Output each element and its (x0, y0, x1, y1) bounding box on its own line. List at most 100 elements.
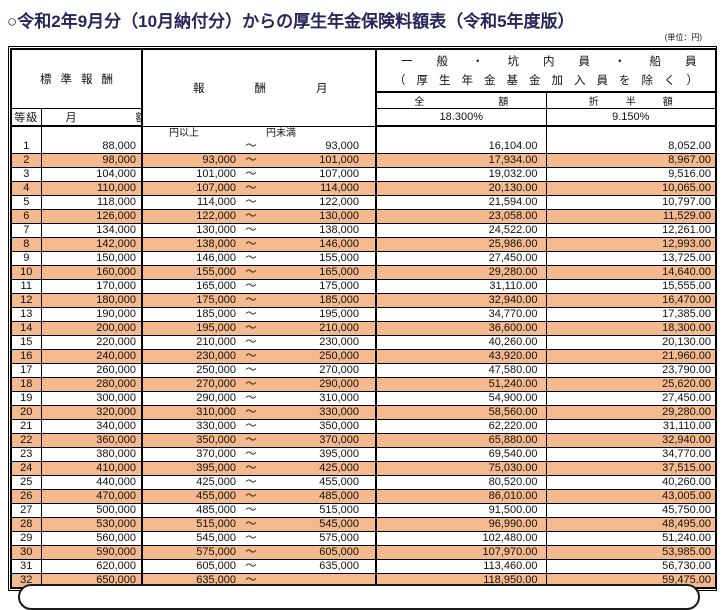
table-row: 14 200,000 195,000 ～ 210,000 36,600.00 18,300.… (10, 321, 717, 336)
grade-cell: 31 (10, 559, 42, 574)
grade-cell: 24 (10, 461, 42, 476)
full-amount-cell: 65,880.00 (375, 433, 547, 448)
upper-bound-cell: 370,000 (263, 433, 378, 448)
grade-cell: 20 (10, 405, 42, 420)
monthly-cell: 340,000 (40, 419, 143, 434)
half-amount-cell: 8,052.00 (545, 139, 717, 154)
monthly-cell: 560,000 (40, 531, 143, 546)
page-title: ○令和2年9月分（10月納付分）からの厚生年金保険料額表（令和5年度版） (7, 12, 575, 31)
monthly-cell: 620,000 (40, 559, 143, 574)
empty-cell (40, 125, 143, 140)
tilde-cell: ～ (239, 503, 263, 518)
half-amount-cell: 32,940.00 (545, 433, 717, 448)
lower-bound-cell: 575,000 (141, 545, 239, 560)
lower-bound-cell: 155,000 (141, 265, 239, 280)
full-amount-cell: 32,940.00 (375, 293, 547, 308)
upper-bound-cell: 635,000 (263, 559, 378, 574)
upper-bound-cell: 290,000 (263, 377, 378, 392)
half-amount-cell: 31,110.00 (545, 419, 717, 434)
lower-bound-cell: 330,000 (141, 419, 239, 434)
header-monthly-amount: 月 額 (40, 108, 143, 127)
table-row: 25 440,000 425,000 ～ 455,000 80,520.00 40,260.… (10, 475, 717, 490)
half-amount-cell: 27,450.00 (545, 391, 717, 406)
grade-cell: 1 (10, 139, 42, 154)
tilde-cell: ～ (239, 419, 263, 434)
grade-cell: 16 (10, 349, 42, 364)
full-amount-cell: 20,130.00 (375, 181, 547, 196)
tilde-cell: ～ (239, 517, 263, 532)
table-row: 24 410,000 395,000 ～ 425,000 75,030.00 37,515.… (10, 461, 717, 476)
monthly-cell: 220,000 (40, 335, 143, 350)
grade-cell: 26 (10, 489, 42, 504)
monthly-cell: 98,000 (40, 153, 143, 168)
grade-cell: 8 (10, 237, 42, 252)
upper-bound-cell: 195,000 (263, 307, 378, 322)
half-amount-cell: 20,130.00 (545, 335, 717, 350)
grade-cell: 12 (10, 293, 42, 308)
grade-cell: 14 (10, 321, 42, 336)
full-amount-cell: 107,970.00 (375, 545, 547, 560)
empty-cell (239, 125, 263, 140)
monthly-cell: 170,000 (40, 279, 143, 294)
lower-bound-cell: 310,000 (141, 405, 239, 420)
full-amount-cell: 86,010.00 (375, 489, 547, 504)
monthly-cell: 380,000 (40, 447, 143, 462)
grade-cell: 15 (10, 335, 42, 350)
half-amount-cell: 14,640.00 (545, 265, 717, 280)
monthly-cell: 500,000 (40, 503, 143, 518)
empty-cell (375, 125, 547, 140)
table-row: 11 170,000 165,000 ～ 175,000 31,110.00 15,555.… (10, 279, 717, 294)
grade-cell: 11 (10, 279, 42, 294)
upper-bound-cell: 114,000 (263, 181, 378, 196)
full-amount-cell: 36,600.00 (375, 321, 547, 336)
half-amount-cell: 40,260.00 (545, 475, 717, 490)
lower-bound-cell: 114,000 (141, 195, 239, 210)
table-row: 17 260,000 250,000 ～ 270,000 47,580.00 23,790.… (10, 363, 717, 378)
half-amount-cell: 45,750.00 (545, 503, 717, 518)
lower-bound-cell: 122,000 (141, 209, 239, 224)
lower-bound-cell: 146,000 (141, 251, 239, 266)
header-grade: 等級 (10, 108, 42, 127)
unit-label: (単位：円) (664, 33, 702, 42)
grade-cell: 23 (10, 447, 42, 462)
half-amount-cell: 48,495.00 (545, 517, 717, 532)
full-amount-cell: 91,500.00 (375, 503, 547, 518)
half-amount-cell: 8,967.00 (545, 153, 717, 168)
lower-bound-cell: 455,000 (141, 489, 239, 504)
full-amount-cell: 34,770.00 (375, 307, 547, 322)
full-amount-cell: 24,522.00 (375, 223, 547, 238)
upper-bound-cell: 93,000 (263, 139, 378, 154)
full-amount-cell: 16,104.00 (375, 139, 547, 154)
upper-bound-cell: 330,000 (263, 405, 378, 420)
table-row: 20 320,000 310,000 ～ 330,000 58,560.00 29,280.… (10, 405, 717, 420)
table-row: 9 150,000 146,000 ～ 155,000 27,450.00 13,725.0… (10, 251, 717, 266)
full-amount-cell: 75,030.00 (375, 461, 547, 476)
full-amount-cell: 43,920.00 (375, 349, 547, 364)
upper-bound-cell: 455,000 (263, 475, 378, 490)
full-amount-cell: 96,990.00 (375, 517, 547, 532)
bounds-label-row: 円以上 円未満 (10, 125, 717, 140)
half-amount-cell: 13,725.00 (545, 251, 717, 266)
table-row: 27 500,000 485,000 ～ 515,000 91,500.00 45,750.… (10, 503, 717, 518)
tilde-cell: ～ (239, 461, 263, 476)
half-amount-cell: 11,529.00 (545, 209, 717, 224)
header-remuneration-monthly: 報酬月額 (140, 48, 378, 127)
table-row: 5 118,000 114,000 ～ 122,000 21,594.00 10,797.0… (10, 195, 717, 210)
tilde-cell: ～ (239, 279, 263, 294)
tilde-cell: ～ (239, 447, 263, 462)
monthly-cell: 142,000 (40, 237, 143, 252)
tilde-cell: ～ (239, 363, 263, 378)
table-row: 6 126,000 122,000 ～ 130,000 23,058.00 11,529.0… (10, 209, 717, 224)
lower-bound-cell: 290,000 (141, 391, 239, 406)
grade-cell: 4 (10, 181, 42, 196)
half-amount-cell: 43,005.00 (545, 489, 717, 504)
lower-bound-cell: 165,000 (141, 279, 239, 294)
tilde-cell: ～ (239, 223, 263, 238)
lower-bound-cell: 425,000 (141, 475, 239, 490)
header-group-line2: （厚生年金基金加入員を除く） (394, 75, 710, 87)
tilde-cell: ～ (239, 377, 263, 392)
tilde-cell: ～ (239, 531, 263, 546)
tilde-cell: ～ (239, 265, 263, 280)
lower-bound-cell: 107,000 (141, 181, 239, 196)
half-amount-cell: 17,385.00 (545, 307, 717, 322)
